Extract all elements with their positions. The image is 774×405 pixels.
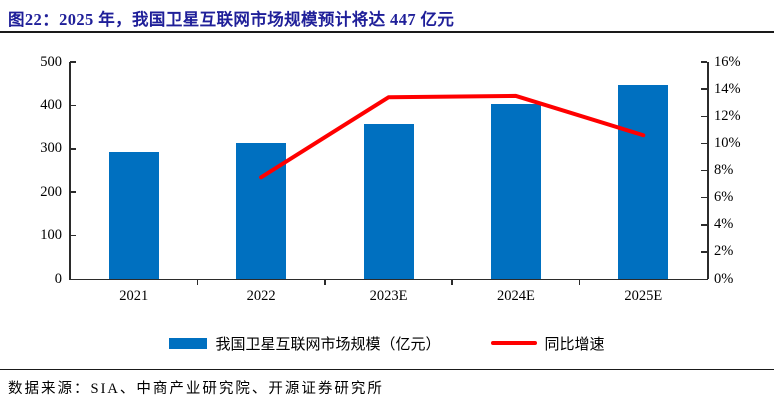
x-axis-tick: [451, 280, 453, 285]
y-axis-right-tick: [701, 88, 707, 90]
y-axis-right-label: 16%: [714, 53, 741, 70]
y-axis-right-label: 12%: [714, 107, 741, 124]
x-axis-label: 2022: [246, 288, 276, 304]
legend-item-growth: 同比增速: [490, 333, 605, 354]
x-axis-label: 2024E: [496, 288, 535, 304]
y-axis-left-label: 300: [40, 140, 62, 157]
chart-title: 图22：2025 年，我国卫星互联网市场规模预计将达 447 亿元: [8, 10, 455, 29]
growth-line: [259, 93, 646, 180]
y-axis-left-label: 100: [40, 227, 62, 244]
y-axis-right-label: 4%: [714, 216, 734, 233]
source-divider: [0, 369, 774, 370]
y-axis-left-tick: [70, 234, 76, 237]
x-axis-tick: [196, 280, 199, 285]
y-axis-right: [707, 62, 709, 279]
y-axis-right-label: 6%: [714, 189, 734, 206]
x-axis: [69, 278, 708, 280]
y-axis-right-tick: [701, 115, 707, 117]
legend-bar-swatch: [169, 337, 208, 349]
legend-item-market-size: 我国卫星互联网市场规模（亿元）: [169, 333, 441, 354]
y-axis-left-label: 200: [40, 183, 62, 200]
y-axis-right-tick: [701, 196, 707, 199]
bar-2024E: [490, 103, 541, 279]
y-axis-right-tick: [701, 169, 707, 172]
y-axis-right-label: 0%: [714, 270, 734, 287]
legend-label-growth: 同比增速: [544, 336, 605, 353]
y-axis-right-tick: [701, 224, 707, 226]
y-axis-right-tick: [701, 61, 707, 63]
y-axis-right-tick: [701, 142, 707, 145]
x-axis-label: 2021: [119, 288, 149, 304]
y-axis-left-label: 500: [40, 53, 62, 70]
x-axis-label: 2025E: [624, 288, 663, 304]
chart-legend: 我国卫星互联网市场规模（亿元） 同比增速: [0, 332, 774, 354]
bar-2023E: [363, 124, 414, 279]
y-axis-left: [69, 62, 71, 279]
legend-label-market-size: 我国卫星互联网市场规模（亿元）: [215, 336, 441, 353]
bar-2022: [236, 142, 287, 279]
y-axis-left-tick: [70, 61, 76, 63]
x-axis-tick: [578, 280, 581, 285]
legend-line-swatch: [490, 341, 537, 345]
data-source: 数据来源：SIA、中商产业研究院、开源证券研究所: [8, 381, 384, 397]
y-axis-right-label: 10%: [714, 134, 741, 151]
x-axis-label: 2023E: [369, 288, 408, 304]
y-axis-left-tick: [70, 191, 76, 193]
x-axis-tick: [324, 280, 326, 285]
y-axis-left-tick: [70, 104, 76, 107]
y-axis-right-label: 14%: [714, 80, 741, 97]
y-axis-left-tick: [70, 148, 76, 150]
y-axis-right-label: 8%: [714, 162, 734, 178]
bar-2021: [108, 152, 159, 279]
y-axis-right-label: 2%: [714, 243, 734, 260]
title-underline: [0, 31, 774, 33]
y-axis-left-label: 0: [54, 270, 62, 287]
y-axis-right-tick: [701, 251, 707, 253]
y-axis-left-label: 400: [40, 96, 62, 113]
bar-2025E: [618, 85, 669, 279]
